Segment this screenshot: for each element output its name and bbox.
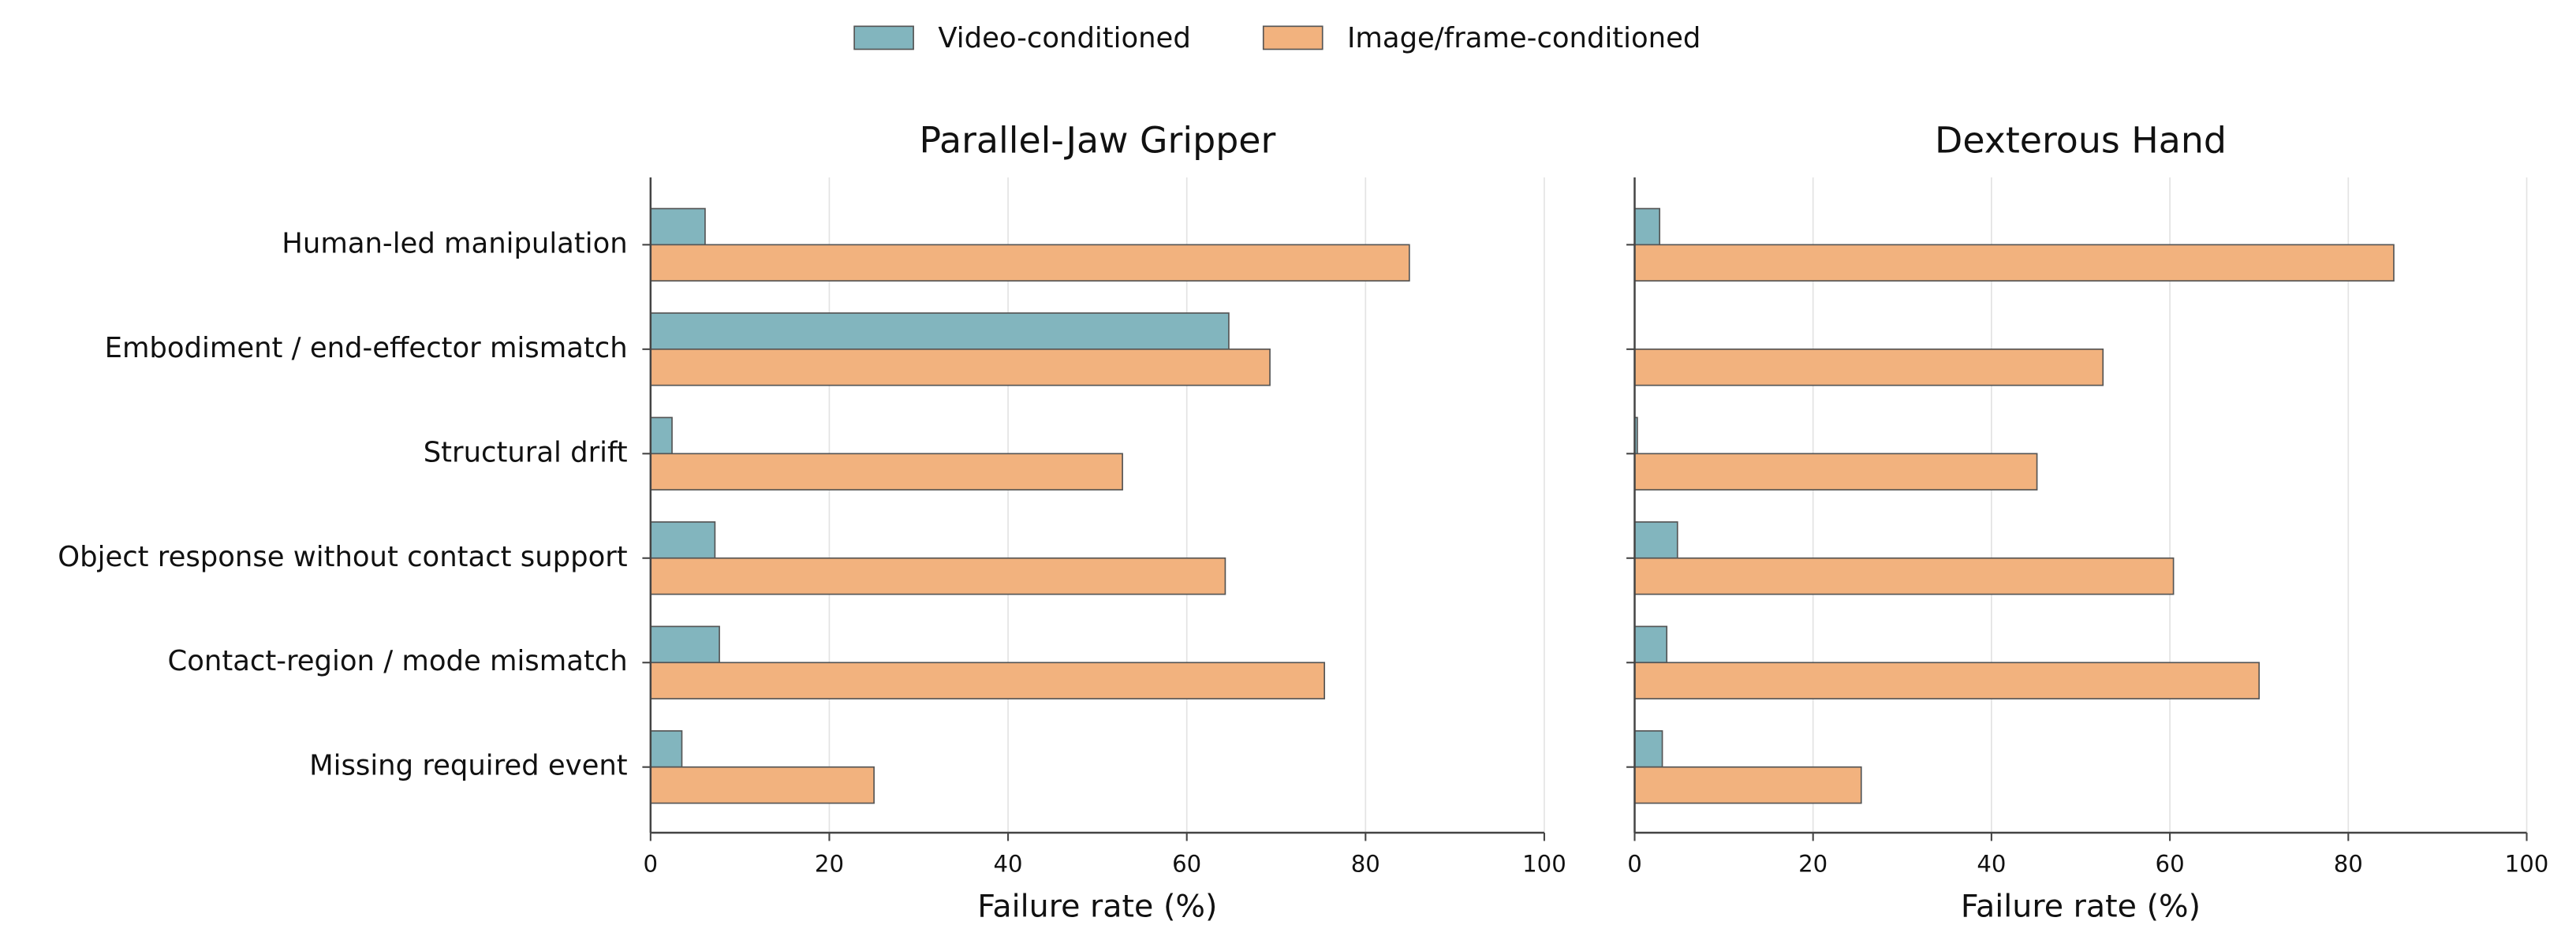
bar — [650, 416, 673, 455]
bar — [650, 312, 1230, 350]
x-axis-label: Failure rate (%) — [977, 888, 1217, 924]
bar — [650, 557, 1226, 595]
bar — [650, 766, 875, 804]
legend: Video-conditioned Image/frame-conditione… — [853, 22, 1701, 54]
bar — [650, 244, 1410, 282]
legend-swatch — [1262, 25, 1323, 50]
x-tick-label: 80 — [2334, 851, 2363, 878]
x-tick-label: 20 — [1798, 851, 1827, 878]
legend-label: Image/frame-conditioned — [1347, 22, 1701, 54]
bar — [1633, 521, 1678, 559]
bar — [650, 625, 720, 664]
bar — [1633, 766, 1862, 804]
bar — [650, 348, 1271, 386]
bar — [1633, 453, 2038, 490]
legend-swatch — [853, 25, 914, 50]
bar — [1633, 207, 1660, 246]
x-tick-label: 100 — [2505, 851, 2549, 878]
bar — [1633, 625, 1668, 664]
y-tick-label: Object response without contact support — [58, 541, 627, 573]
bar — [1633, 348, 2104, 386]
bar — [1633, 557, 2175, 595]
x-tick-label: 60 — [2156, 851, 2185, 878]
legend-label: Video-conditioned — [938, 22, 1190, 54]
x-tick-label: 0 — [644, 851, 659, 878]
panel-title: Dexterous Hand — [1935, 119, 2227, 162]
bar — [1633, 244, 2395, 282]
panel-title: Parallel-Jaw Gripper — [919, 119, 1275, 162]
x-tick-label: 40 — [994, 851, 1023, 878]
y-tick-label: Missing required event — [309, 750, 628, 782]
x-tick-label: 0 — [1627, 851, 1642, 878]
bar — [650, 521, 716, 559]
y-tick-label: Structural drift — [424, 436, 628, 468]
x-tick-label: 40 — [1977, 851, 2006, 878]
bar — [650, 662, 1326, 699]
bar — [650, 730, 683, 768]
x-tick-label: 100 — [1522, 851, 1566, 878]
x-tick-label: 20 — [815, 851, 844, 878]
x-tick-label: 80 — [1351, 851, 1380, 878]
bar — [1633, 730, 1663, 768]
bar — [1633, 662, 2261, 699]
bar — [650, 207, 706, 246]
x-tick-label: 60 — [1172, 851, 1201, 878]
y-tick-label: Embodiment / end-effector mismatch — [105, 332, 628, 364]
y-tick-label: Contact-region / mode mismatch — [168, 645, 628, 677]
x-axis-label: Failure rate (%) — [1961, 888, 2201, 924]
bar — [650, 453, 1123, 490]
y-tick-label: Human-led manipulation — [282, 227, 627, 259]
